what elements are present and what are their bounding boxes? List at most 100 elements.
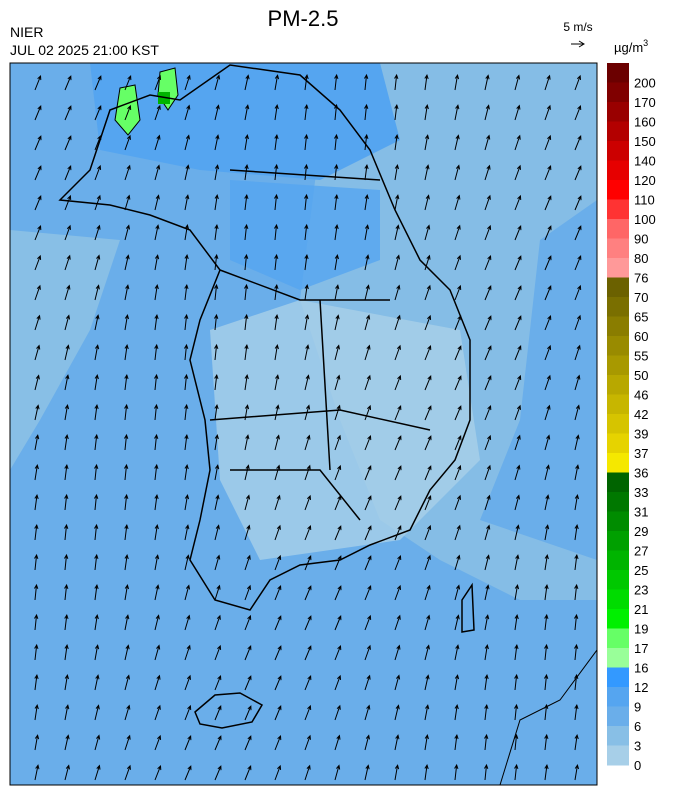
wind-arrow <box>514 613 519 631</box>
colorbar-label: 55 <box>634 349 648 364</box>
wind-arrow <box>64 194 72 211</box>
wind-arrow <box>94 433 99 451</box>
wind-arrow <box>244 404 250 421</box>
wind-arrow <box>124 553 129 571</box>
wind-arrow <box>304 103 309 121</box>
wind-arrow <box>274 734 282 751</box>
wind-arrow <box>274 615 282 631</box>
wind-arrow <box>544 643 549 661</box>
wind-arrow <box>64 284 71 301</box>
wind-arrow <box>424 763 429 781</box>
colorbar-label: 29 <box>634 524 648 539</box>
wind-arrow <box>544 404 551 421</box>
wind-arrow <box>64 314 71 331</box>
wind-arrow <box>394 374 402 391</box>
wind-arrow <box>124 373 129 391</box>
wind-arrow <box>154 194 160 211</box>
wind-arrow <box>334 555 342 571</box>
wind-arrow <box>304 163 309 181</box>
unit-base: µg/m <box>614 40 643 55</box>
wind-arrow <box>244 283 249 301</box>
wind-arrow <box>94 734 101 751</box>
wind-arrow <box>94 463 99 481</box>
wind-arrow <box>424 314 432 331</box>
color-bin <box>607 238 629 259</box>
wind-arrow <box>34 523 39 541</box>
wind-arrow <box>304 494 312 511</box>
wind-arrow <box>544 554 549 571</box>
wind-arrow <box>424 465 432 481</box>
wind-arrow <box>424 704 430 721</box>
wind-arrow <box>154 104 161 121</box>
wind-arrow <box>394 674 401 691</box>
wind-arrow <box>274 104 279 121</box>
wind-arrow <box>304 524 312 541</box>
wind-arrow <box>34 764 40 781</box>
wind-arrow <box>94 764 101 781</box>
wind-arrow <box>124 734 131 751</box>
colorbar-label: 33 <box>634 485 648 500</box>
wind-arrow <box>334 644 342 661</box>
colorbar-label: 9 <box>634 700 641 715</box>
wind-arrow <box>274 464 281 481</box>
wind-arrow <box>364 734 370 751</box>
wind-arrow <box>94 224 101 241</box>
wind-arrow <box>544 613 549 631</box>
wind-arrow <box>574 135 582 151</box>
wind-arrow <box>334 254 339 271</box>
wind-arrow <box>184 494 190 511</box>
wind-arrow <box>94 674 100 691</box>
wind-arrow <box>424 254 431 271</box>
wind-arrow <box>394 284 401 301</box>
wind-arrow <box>454 104 460 121</box>
wind-arrow <box>34 464 39 481</box>
wind-arrow <box>424 734 429 751</box>
wind-arrow <box>574 613 579 631</box>
wind-arrow <box>184 463 189 481</box>
wind-arrow <box>514 554 520 571</box>
wind-arrow <box>34 673 39 691</box>
wind-arrow <box>454 733 459 751</box>
wind-arrow <box>154 134 161 151</box>
colorbar-label: 31 <box>634 505 648 520</box>
wind-arrow <box>274 524 281 541</box>
wind-arrow <box>544 524 550 541</box>
color-bin <box>607 297 629 317</box>
wind-arrow <box>424 375 432 391</box>
wind-arrow <box>484 614 490 631</box>
wind-arrow <box>34 493 39 511</box>
wind-scale-arrow <box>571 40 585 48</box>
colorbar-label: 60 <box>634 329 648 344</box>
wind-arrow <box>574 583 579 601</box>
wind-arrow <box>514 733 519 751</box>
wind-arrow <box>394 614 401 631</box>
wind-arrow <box>154 343 159 361</box>
wind-arrow <box>394 465 402 481</box>
color-bin <box>607 609 629 629</box>
wind-arrow <box>214 403 219 421</box>
color-bin <box>607 316 629 337</box>
wind-arrow <box>244 434 250 451</box>
wind-arrow <box>244 313 249 331</box>
colorbar-label: 12 <box>634 680 648 695</box>
wind-arrow <box>34 195 42 211</box>
wind-arrow <box>64 135 72 151</box>
wind-arrow <box>64 433 69 451</box>
color-bin <box>607 706 629 727</box>
wind-arrow <box>454 524 461 541</box>
wind-arrow <box>364 284 370 301</box>
wind-arrow <box>34 374 40 391</box>
wind-arrow <box>514 104 521 121</box>
wind-arrow <box>124 343 129 361</box>
color-bin <box>607 531 629 551</box>
color-bin <box>607 141 629 161</box>
wind-arrow <box>364 495 372 511</box>
wind-arrow <box>574 344 581 361</box>
wind-arrow <box>364 764 370 781</box>
colorbar: 2001701601501401201101009080767065605550… <box>607 63 656 773</box>
wind-arrow <box>64 404 70 421</box>
wind-arrow <box>64 344 70 361</box>
wind-arrow <box>304 764 311 781</box>
wind-arrow <box>34 643 39 661</box>
wind-arrow <box>364 555 372 571</box>
